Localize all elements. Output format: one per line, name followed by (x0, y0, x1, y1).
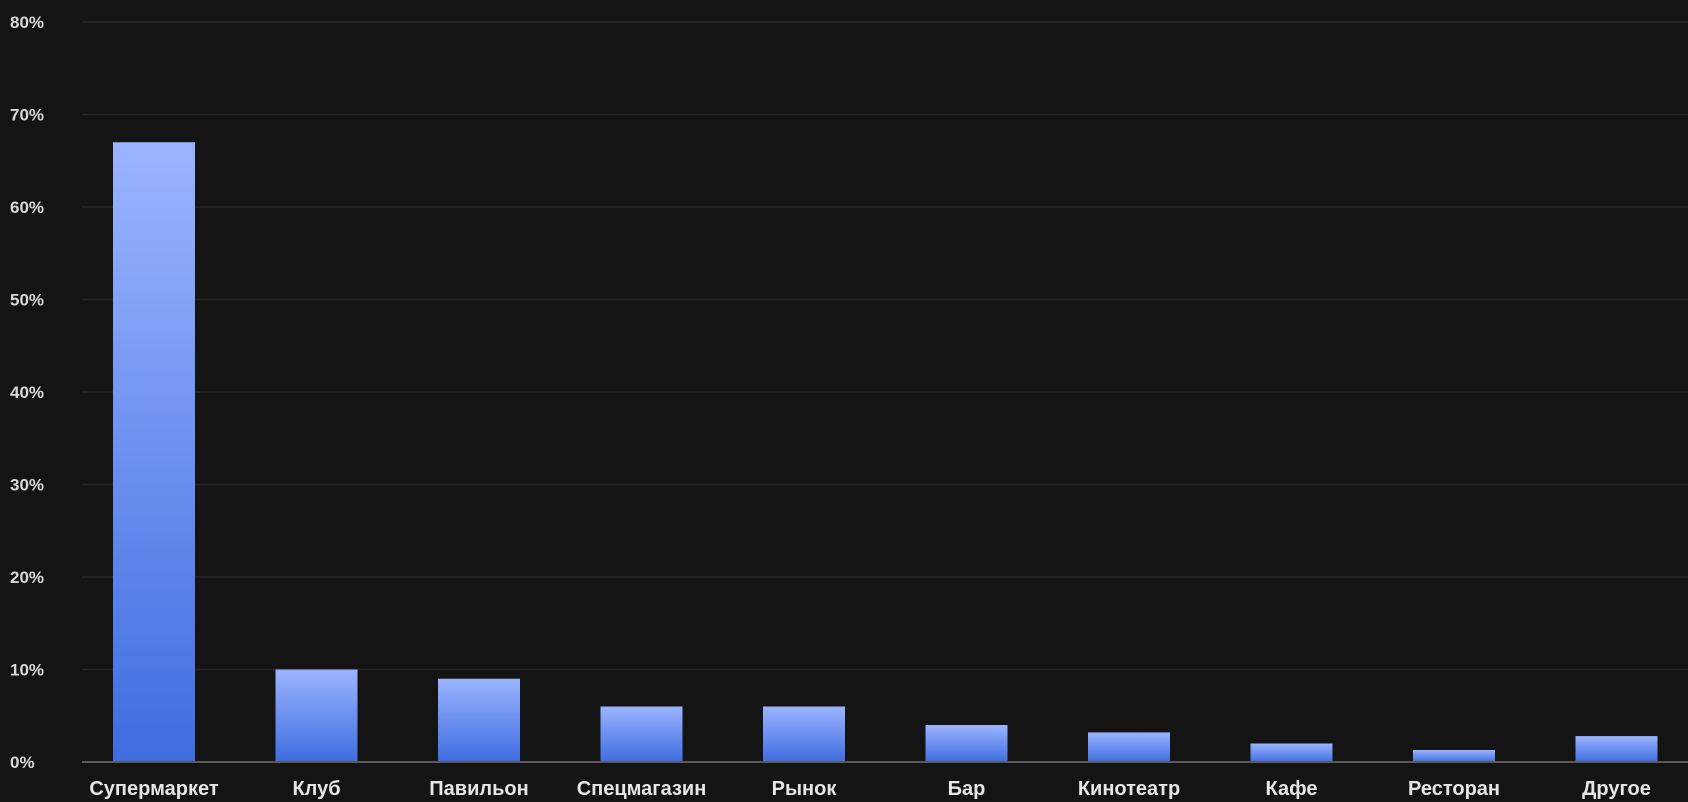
gridlines (82, 21, 1688, 671)
x-tick-label: Ресторан (1408, 778, 1500, 800)
bar (1413, 749, 1495, 762)
y-tick-label: 70% (10, 106, 44, 125)
x-tick-label: Бар (948, 778, 986, 800)
bar (113, 142, 195, 762)
x-tick-label: Супермаркет (89, 778, 218, 800)
bar (1575, 736, 1658, 762)
bars (113, 142, 1658, 762)
bar (438, 678, 520, 762)
y-tick-label: 20% (10, 568, 44, 587)
x-tick-label: Спецмагазин (577, 778, 707, 800)
x-axis-category-labels: Супермаркет Клуб Павильон Спецмагазин Рынок Б… (89, 778, 1651, 800)
bar (1250, 743, 1333, 762)
y-tick-label: 0% (10, 753, 35, 772)
x-tick-label: Кафе (1266, 778, 1318, 800)
bar (600, 706, 683, 762)
y-tick-label: 60% (10, 198, 44, 217)
y-tick-label: 10% (10, 661, 44, 680)
y-axis-tick-labels: 0% 10% 20% 30% 40% 50% 60% 70% 80% (10, 13, 44, 772)
y-tick-label: 40% (10, 383, 44, 402)
y-tick-label: 80% (10, 13, 44, 32)
x-tick-label: Кинотеатр (1078, 778, 1180, 800)
x-tick-label: Павильон (429, 778, 528, 800)
x-tick-label: Клуб (292, 778, 340, 800)
bar (275, 669, 358, 762)
y-tick-label: 50% (10, 291, 44, 310)
y-tick-label: 30% (10, 476, 44, 495)
x-tick-label: Рынок (772, 778, 838, 800)
bar (925, 725, 1008, 762)
x-tick-label: Другое (1582, 778, 1651, 800)
bar (1088, 732, 1170, 762)
bar (763, 706, 845, 762)
